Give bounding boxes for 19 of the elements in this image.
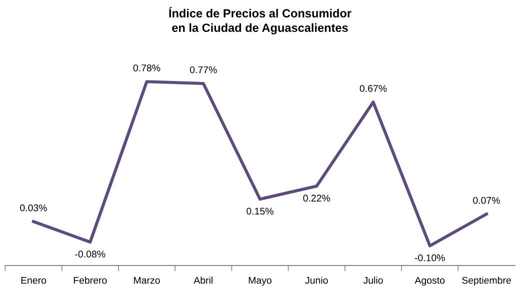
x-tick-label: Julio (363, 276, 383, 284)
x-tick-label: Agosto (414, 276, 445, 286)
x-tick-label: Marzo (134, 276, 160, 284)
x-tick-label: Mayo (248, 276, 272, 286)
data-label: 0.22% (303, 194, 330, 202)
x-tick-label: Enero (21, 276, 46, 284)
data-label: 0.07% (473, 196, 500, 204)
data-label: 0.15% (246, 208, 274, 215)
x-tick-label: Septiembre (462, 276, 511, 286)
data-label: 0.78% (133, 64, 160, 72)
x-tick-label: Junio (305, 276, 328, 284)
data-label: -0.08% (75, 250, 106, 258)
data-label: 0.03% (20, 204, 47, 212)
x-tick-label: Febrero (74, 276, 107, 284)
data-label: -0.10% (414, 254, 445, 262)
data-label: 0.77% (190, 66, 217, 74)
data-label: 0.67% (360, 85, 387, 92)
x-tick-label: Abril (194, 276, 212, 284)
chart-title: Índice de Precios al Consumidor en la Ciudad de Aguascalientes (169, 6, 352, 34)
